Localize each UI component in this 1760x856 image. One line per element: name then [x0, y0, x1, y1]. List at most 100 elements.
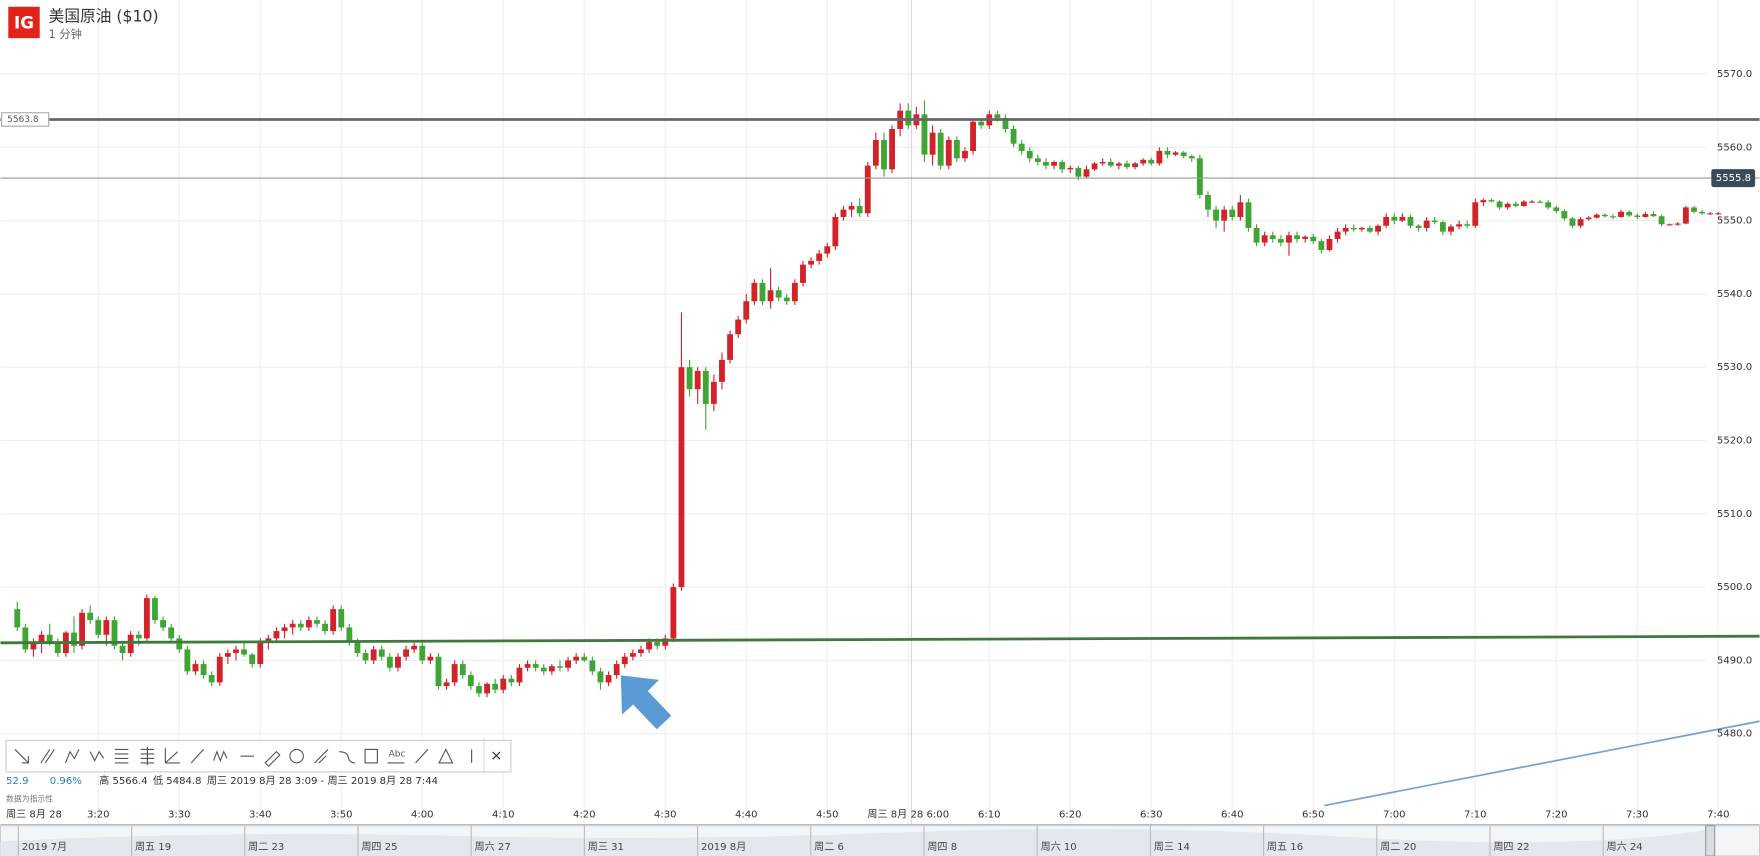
- candle-body: [670, 587, 677, 639]
- tool-icon[interactable]: [40, 749, 55, 764]
- candle-body: [289, 623, 296, 628]
- candle-body: [111, 620, 118, 646]
- candle-body: [1188, 156, 1195, 159]
- candle-body: [1601, 214, 1608, 217]
- candle-body: [459, 664, 466, 676]
- candle-body: [1512, 203, 1519, 206]
- tool-icon[interactable]: [364, 748, 378, 764]
- tool-icon[interactable]: [339, 751, 355, 764]
- support-line: [0, 634, 1760, 645]
- candle-body: [1674, 223, 1681, 225]
- candle-body: [241, 649, 247, 655]
- x-tick-label: 周三 8月 28 6:00: [867, 808, 949, 820]
- candle-body: [1350, 227, 1357, 230]
- tool-icon[interactable]: [114, 748, 129, 764]
- candle-body: [1132, 163, 1138, 168]
- candle-body: [1164, 150, 1171, 155]
- tool-icon[interactable]: [164, 748, 180, 764]
- high: 高 5566.4: [99, 774, 148, 787]
- candle-body: [1083, 169, 1090, 177]
- x-tick-label: 4:10: [492, 809, 515, 820]
- candle-body: [848, 205, 855, 210]
- navigator-label: 周三 14: [1154, 841, 1190, 853]
- grid: [0, 0, 1719, 825]
- candle-body: [1561, 211, 1568, 219]
- candle-body: [1302, 236, 1309, 239]
- tool-icon[interactable]: [415, 749, 429, 764]
- candle-body: [1504, 203, 1511, 208]
- candle-body: [816, 253, 823, 261]
- date-range: 周三 2019 8月 28 3:09 - 周三 2019 8月 28 7:44: [207, 775, 438, 787]
- tool-icon[interactable]: [190, 749, 204, 764]
- navigator-label: 周三 31: [588, 841, 624, 853]
- logo: [8, 6, 40, 39]
- candle-body: [832, 216, 839, 247]
- x-tick-label: 3:40: [249, 809, 272, 820]
- candle-body: [224, 653, 231, 657]
- candle-body: [638, 649, 644, 654]
- close-toolbar[interactable]: ×: [490, 747, 502, 764]
- candle-body: [532, 664, 539, 668]
- candle-body: [589, 660, 596, 672]
- x-tick-label: 6:10: [978, 809, 1001, 820]
- candle-body: [200, 664, 207, 676]
- candle-body: [419, 645, 426, 661]
- candle-body: [1585, 217, 1592, 220]
- y-tick-label: 5520.0: [1717, 436, 1752, 447]
- tool-icon[interactable]: [438, 748, 454, 764]
- candle-body: [1488, 200, 1495, 202]
- info-row: 52.9 0.96% 高 5566.4 低 5484.8 周三 2019 8月 …: [6, 774, 438, 803]
- candle-body: [22, 627, 29, 650]
- tool-icon[interactable]: [64, 749, 80, 764]
- candle-body: [1553, 207, 1560, 212]
- candle-body: [46, 634, 53, 643]
- price-tag: [1711, 169, 1756, 188]
- tool-icon[interactable]: [314, 749, 329, 764]
- candle-body: [54, 642, 61, 654]
- candle-body: [1294, 235, 1300, 239]
- candle-body: [1253, 227, 1260, 243]
- candle-body: [216, 656, 223, 683]
- tool-icon[interactable]: [89, 750, 105, 762]
- x-tick-label: 6:40: [1221, 809, 1244, 820]
- tool-icon[interactable]: [289, 748, 304, 764]
- candle-body: [1051, 161, 1057, 166]
- x-tick-label: 3:50: [330, 809, 353, 820]
- tool-icon[interactable]: [213, 750, 228, 763]
- candle-body: [864, 165, 871, 214]
- x-tick-label: 4:00: [411, 809, 434, 820]
- candle-body: [1115, 163, 1122, 166]
- candle-body: [1431, 220, 1438, 223]
- candle-body: [1099, 161, 1106, 164]
- candle-body: [1715, 213, 1722, 215]
- candle-body: [1010, 129, 1017, 144]
- navigator-label: 周六 27: [475, 841, 511, 853]
- navigator-label: 2019 8月: [701, 841, 746, 853]
- candle-body: [767, 290, 774, 302]
- tool-icon[interactable]: [14, 749, 30, 764]
- candle-body: [1026, 150, 1033, 159]
- candle-body: [945, 139, 952, 166]
- tool-icon[interactable]: [264, 750, 281, 768]
- price-tag-label: 5555.8: [1716, 173, 1751, 184]
- x-tick-label: 4:50: [816, 809, 839, 820]
- candle-body: [1075, 167, 1082, 177]
- tool-icon[interactable]: [140, 747, 155, 766]
- text-tool[interactable]: Abc: [389, 749, 406, 759]
- candle-body: [905, 110, 912, 126]
- candle-body: [508, 678, 515, 683]
- candle-body: [565, 660, 571, 668]
- candle-body: [395, 656, 401, 668]
- candle-body: [1043, 161, 1049, 166]
- candle-body: [710, 381, 717, 404]
- candle-body: [249, 654, 256, 665]
- candle-body: [1650, 214, 1657, 217]
- change: 52.9: [6, 776, 28, 787]
- candle-body: [281, 627, 288, 632]
- candle-body: [1577, 219, 1584, 226]
- candle-body: [1699, 211, 1705, 214]
- navigator-handle[interactable]: [1705, 825, 1716, 856]
- trend-line: [1324, 720, 1760, 807]
- x-tick-label: 7:20: [1545, 809, 1568, 820]
